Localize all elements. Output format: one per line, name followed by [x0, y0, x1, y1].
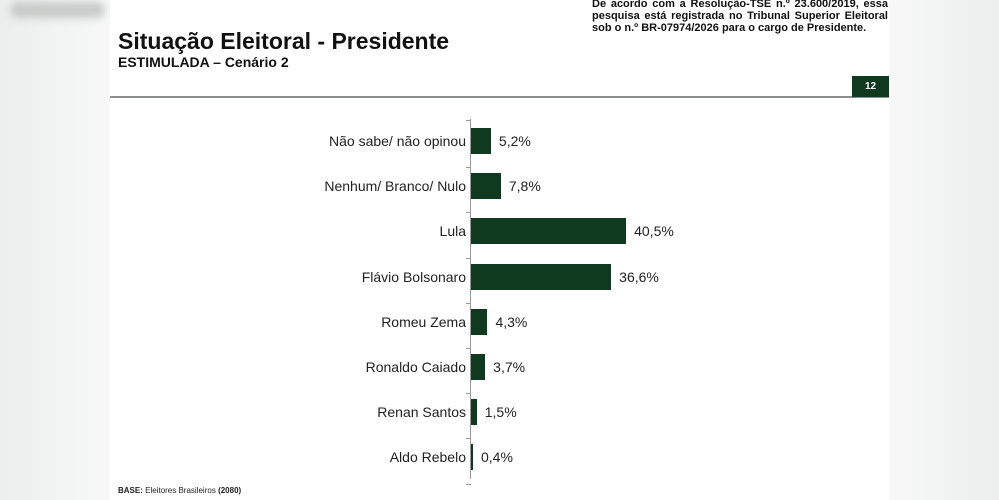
page-number-badge: 12: [852, 76, 889, 97]
bar: [471, 173, 501, 200]
chart-row: Aldo Rebelo 0,4%: [110, 444, 889, 471]
bar: [471, 399, 477, 426]
base-count: (2080): [218, 486, 242, 495]
axis-tick: [466, 483, 471, 485]
value-label: 1,5%: [484, 404, 517, 421]
bar: [471, 128, 491, 154]
tse-registration-note: De acordo com a Resolução-TSE n.º 23.600…: [592, 0, 888, 34]
category-label: Aldo Rebelo: [389, 449, 466, 466]
chart-row: Flávio Bolsonaro 36,6%: [110, 263, 889, 290]
category-label: Não sabe/ não opinou: [329, 133, 466, 149]
chart-row: Ronaldo Caiado 3,7%: [110, 354, 889, 380]
value-label: 40,5%: [634, 223, 674, 240]
axis-tick: [466, 302, 471, 304]
base-label: BASE:: [118, 486, 143, 495]
category-label: Ronaldo Caiado: [365, 359, 466, 375]
axis-tick: [466, 167, 471, 169]
chart-axis: [470, 119, 471, 479]
category-label: Renan Santos: [377, 404, 466, 421]
axis-tick: [466, 212, 471, 214]
axis-tick: [466, 393, 471, 395]
category-label: Lula: [439, 223, 466, 240]
chart-row: Não sabe/ não opinou 5,2%: [110, 128, 889, 154]
base-footnote: BASE: Eleitores Brasileiros (2080): [118, 486, 241, 495]
chart-row: Lula 40,5%: [110, 218, 889, 245]
value-label: 5,2%: [498, 133, 531, 149]
value-label: 36,6%: [619, 268, 659, 285]
bar: [471, 263, 612, 290]
slide: Situação Eleitoral - Presidente ESTIMULA…: [110, 0, 889, 500]
category-label: Nenhum/ Branco/ Nulo: [324, 178, 466, 195]
bar: [471, 218, 627, 245]
axis-tick: [466, 120, 471, 121]
background-blur-right: [889, 0, 999, 500]
slide-subtitle: ESTIMULADA – Cenário 2: [118, 54, 289, 70]
axis-tick: [466, 438, 471, 440]
category-label: Romeu Zema: [381, 313, 466, 330]
chart-row: Romeu Zema 4,3%: [110, 308, 889, 335]
value-label: 3,7%: [493, 359, 526, 375]
value-label: 4,3%: [495, 313, 528, 330]
bar: [471, 308, 488, 335]
value-label: 7,8%: [508, 178, 541, 195]
axis-tick: [466, 257, 471, 259]
chart-row: Nenhum/ Branco/ Nulo 7,8%: [110, 173, 889, 200]
category-label: Flávio Bolsonaro: [361, 268, 466, 285]
background-blur-left: [0, 0, 110, 500]
bar: [471, 444, 473, 471]
base-text: Eleitores Brasileiros: [145, 486, 216, 495]
header-divider: [110, 96, 889, 98]
blurred-shape: [10, 2, 105, 18]
value-label: 0,4%: [481, 449, 513, 466]
chart-row: Renan Santos 1,5%: [110, 399, 889, 426]
axis-tick: [466, 348, 471, 349]
bar: [471, 354, 486, 380]
slide-title: Situação Eleitoral - Presidente: [118, 28, 450, 54]
